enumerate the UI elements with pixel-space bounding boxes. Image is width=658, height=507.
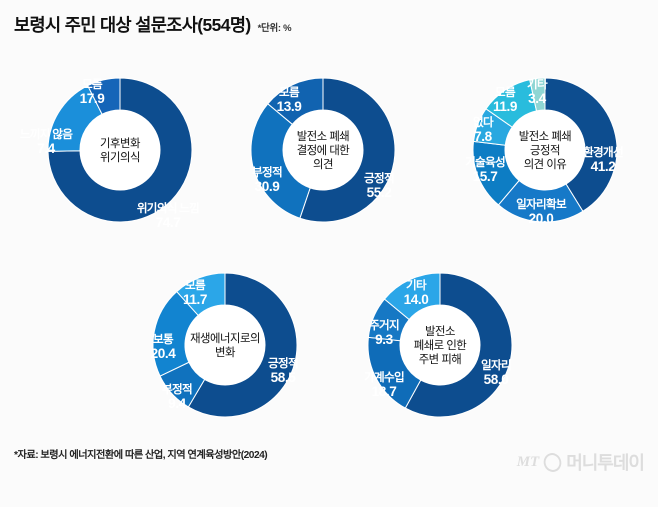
slice-label-name: 주거지 <box>369 318 399 332</box>
donut-center-title-line: 긍정적 <box>530 144 560 157</box>
slice-label-value: 20.0 <box>529 211 554 226</box>
logo-circle-icon <box>541 450 564 474</box>
slice-label-value: 3.4 <box>528 91 547 106</box>
donut-center <box>283 110 363 190</box>
donut-slice-label: 없다7.8 <box>473 115 495 144</box>
page-title: 보령시 주민 대상 설문조사(554명) <box>14 15 251 35</box>
donut-center-title-line: 발전소 폐쇄 <box>297 130 350 143</box>
slice-label-name: 긍정적 <box>268 356 298 370</box>
donut-center-title-line: 발전소 <box>425 325 455 338</box>
watermark-logo: MT 머니투데이 <box>516 449 645 475</box>
donut-center-title-line: 변화 <box>215 346 236 359</box>
donut-center-title-line: 폐쇄로 인한 <box>414 339 468 352</box>
donut-chart-closure-positive-reasons: 발전소 폐쇄 긍정적 의견 이유 환경개선 41.2 일자리확보 20.0 기술육성 15.7 없… <box>383 0 658 312</box>
donut-center-title-line: 의견 이유 <box>524 158 567 171</box>
donut-slice <box>404 272 513 418</box>
slice-label-value: 7.4 <box>37 141 56 156</box>
slice-label-name: 위기의식 느낌 <box>137 201 199 215</box>
slice-label-name: 모름 <box>495 86 516 99</box>
source-note: *자료: 보령시 에너지전환에 따른 산업, 지역 연계육성방안(2024) <box>14 450 268 461</box>
donut-center-title-line: 주변 피해 <box>419 353 462 366</box>
unit-note: *단위: % <box>257 23 292 34</box>
donut-center-title-line: 결정에 대한 <box>297 144 351 157</box>
donut-slice-label: 기타3.4 <box>527 77 549 106</box>
slice-label-name: 모름 <box>185 279 206 292</box>
logo-brand-text: 머니투데이 <box>566 453 645 473</box>
slice-label-value: 11.7 <box>183 292 207 307</box>
slice-label-name: 환경개선 <box>583 145 623 159</box>
slice-label-value: 20.4 <box>151 346 177 361</box>
slice-label-name: 부정적 <box>252 165 282 179</box>
slice-label-value: 11.9 <box>493 99 518 114</box>
slice-label-name: 기타 <box>527 77 548 91</box>
donut-slice-label: 느끼지 않음7.4 <box>20 127 74 156</box>
slice-label-value: 74.7 <box>156 215 181 230</box>
header: 보령시 주민 대상 설문조사(554명) *단위: % <box>14 12 292 37</box>
donut-chart-climate-crisis-awareness: 기후변화 위기의식 위기의식 느낌 74.7 모름 17.9 느끼지 않음 7.4 <box>0 0 282 312</box>
donut-chart-plant-closure-opinion: 발전소 폐쇄 결정에 대한 의견 긍정적 55.2 부정적 30.9 모름 13.9 <box>161 0 485 312</box>
slice-label-value: 14.0 <box>404 292 429 307</box>
donut-center <box>80 110 160 190</box>
slice-label-name: 기술육성 <box>465 155 505 169</box>
donut-center <box>185 305 265 385</box>
slice-label-value: 9.4 <box>168 396 187 411</box>
slice-label-value: 55.2 <box>367 185 393 200</box>
slice-label-name: 모름 <box>82 78 103 91</box>
donut-chart-closure-local-damage: 발전소 폐쇄로 인한 주변 피해 일자리 58.0 가계수입 18.7 주거지 9.3 기타 14.… <box>278 183 602 507</box>
donut-center-title-line: 기후변화 <box>100 137 141 150</box>
slice-label-value: 58.5 <box>271 370 297 385</box>
slice-label-value: 15.7 <box>473 169 498 184</box>
slice-label-name: 가계수입 <box>364 370 404 384</box>
donut-center <box>400 305 480 385</box>
slice-label-name: 일자리 <box>481 358 511 372</box>
donut-center-title-line: 재생에너지로의 <box>190 332 260 345</box>
slice-label-value: 13.9 <box>277 99 303 114</box>
donut-center-title-line: 위기의식 <box>100 151 140 164</box>
slice-label-name: 모름 <box>279 86 300 99</box>
slice-label-name: 부정적 <box>162 382 192 396</box>
slice-label-name: 긍정적 <box>364 171 394 185</box>
slice-label-name: 기타 <box>406 278 427 292</box>
donut-center-title-line: 의견 <box>313 158 333 171</box>
slice-label-name: 보통 <box>153 333 174 346</box>
slice-label-name: 일자리확보 <box>516 197 567 211</box>
slice-label-value: 18.7 <box>372 384 397 399</box>
slice-label-name: 없다 <box>473 115 494 129</box>
slice-label-name: 느끼지 않음 <box>20 127 73 141</box>
slice-label-value: 17.9 <box>80 91 106 106</box>
donut-center <box>505 110 585 190</box>
slice-label-value: 58.0 <box>484 372 509 387</box>
slice-label-value: 9.3 <box>375 332 394 347</box>
slice-label-value: 30.9 <box>255 179 281 194</box>
slice-label-value: 7.8 <box>474 129 493 144</box>
slice-label-value: 41.2 <box>591 159 617 174</box>
logo-mt-text: MT <box>516 453 540 470</box>
donut-center-title-line: 발전소 폐쇄 <box>519 130 572 143</box>
